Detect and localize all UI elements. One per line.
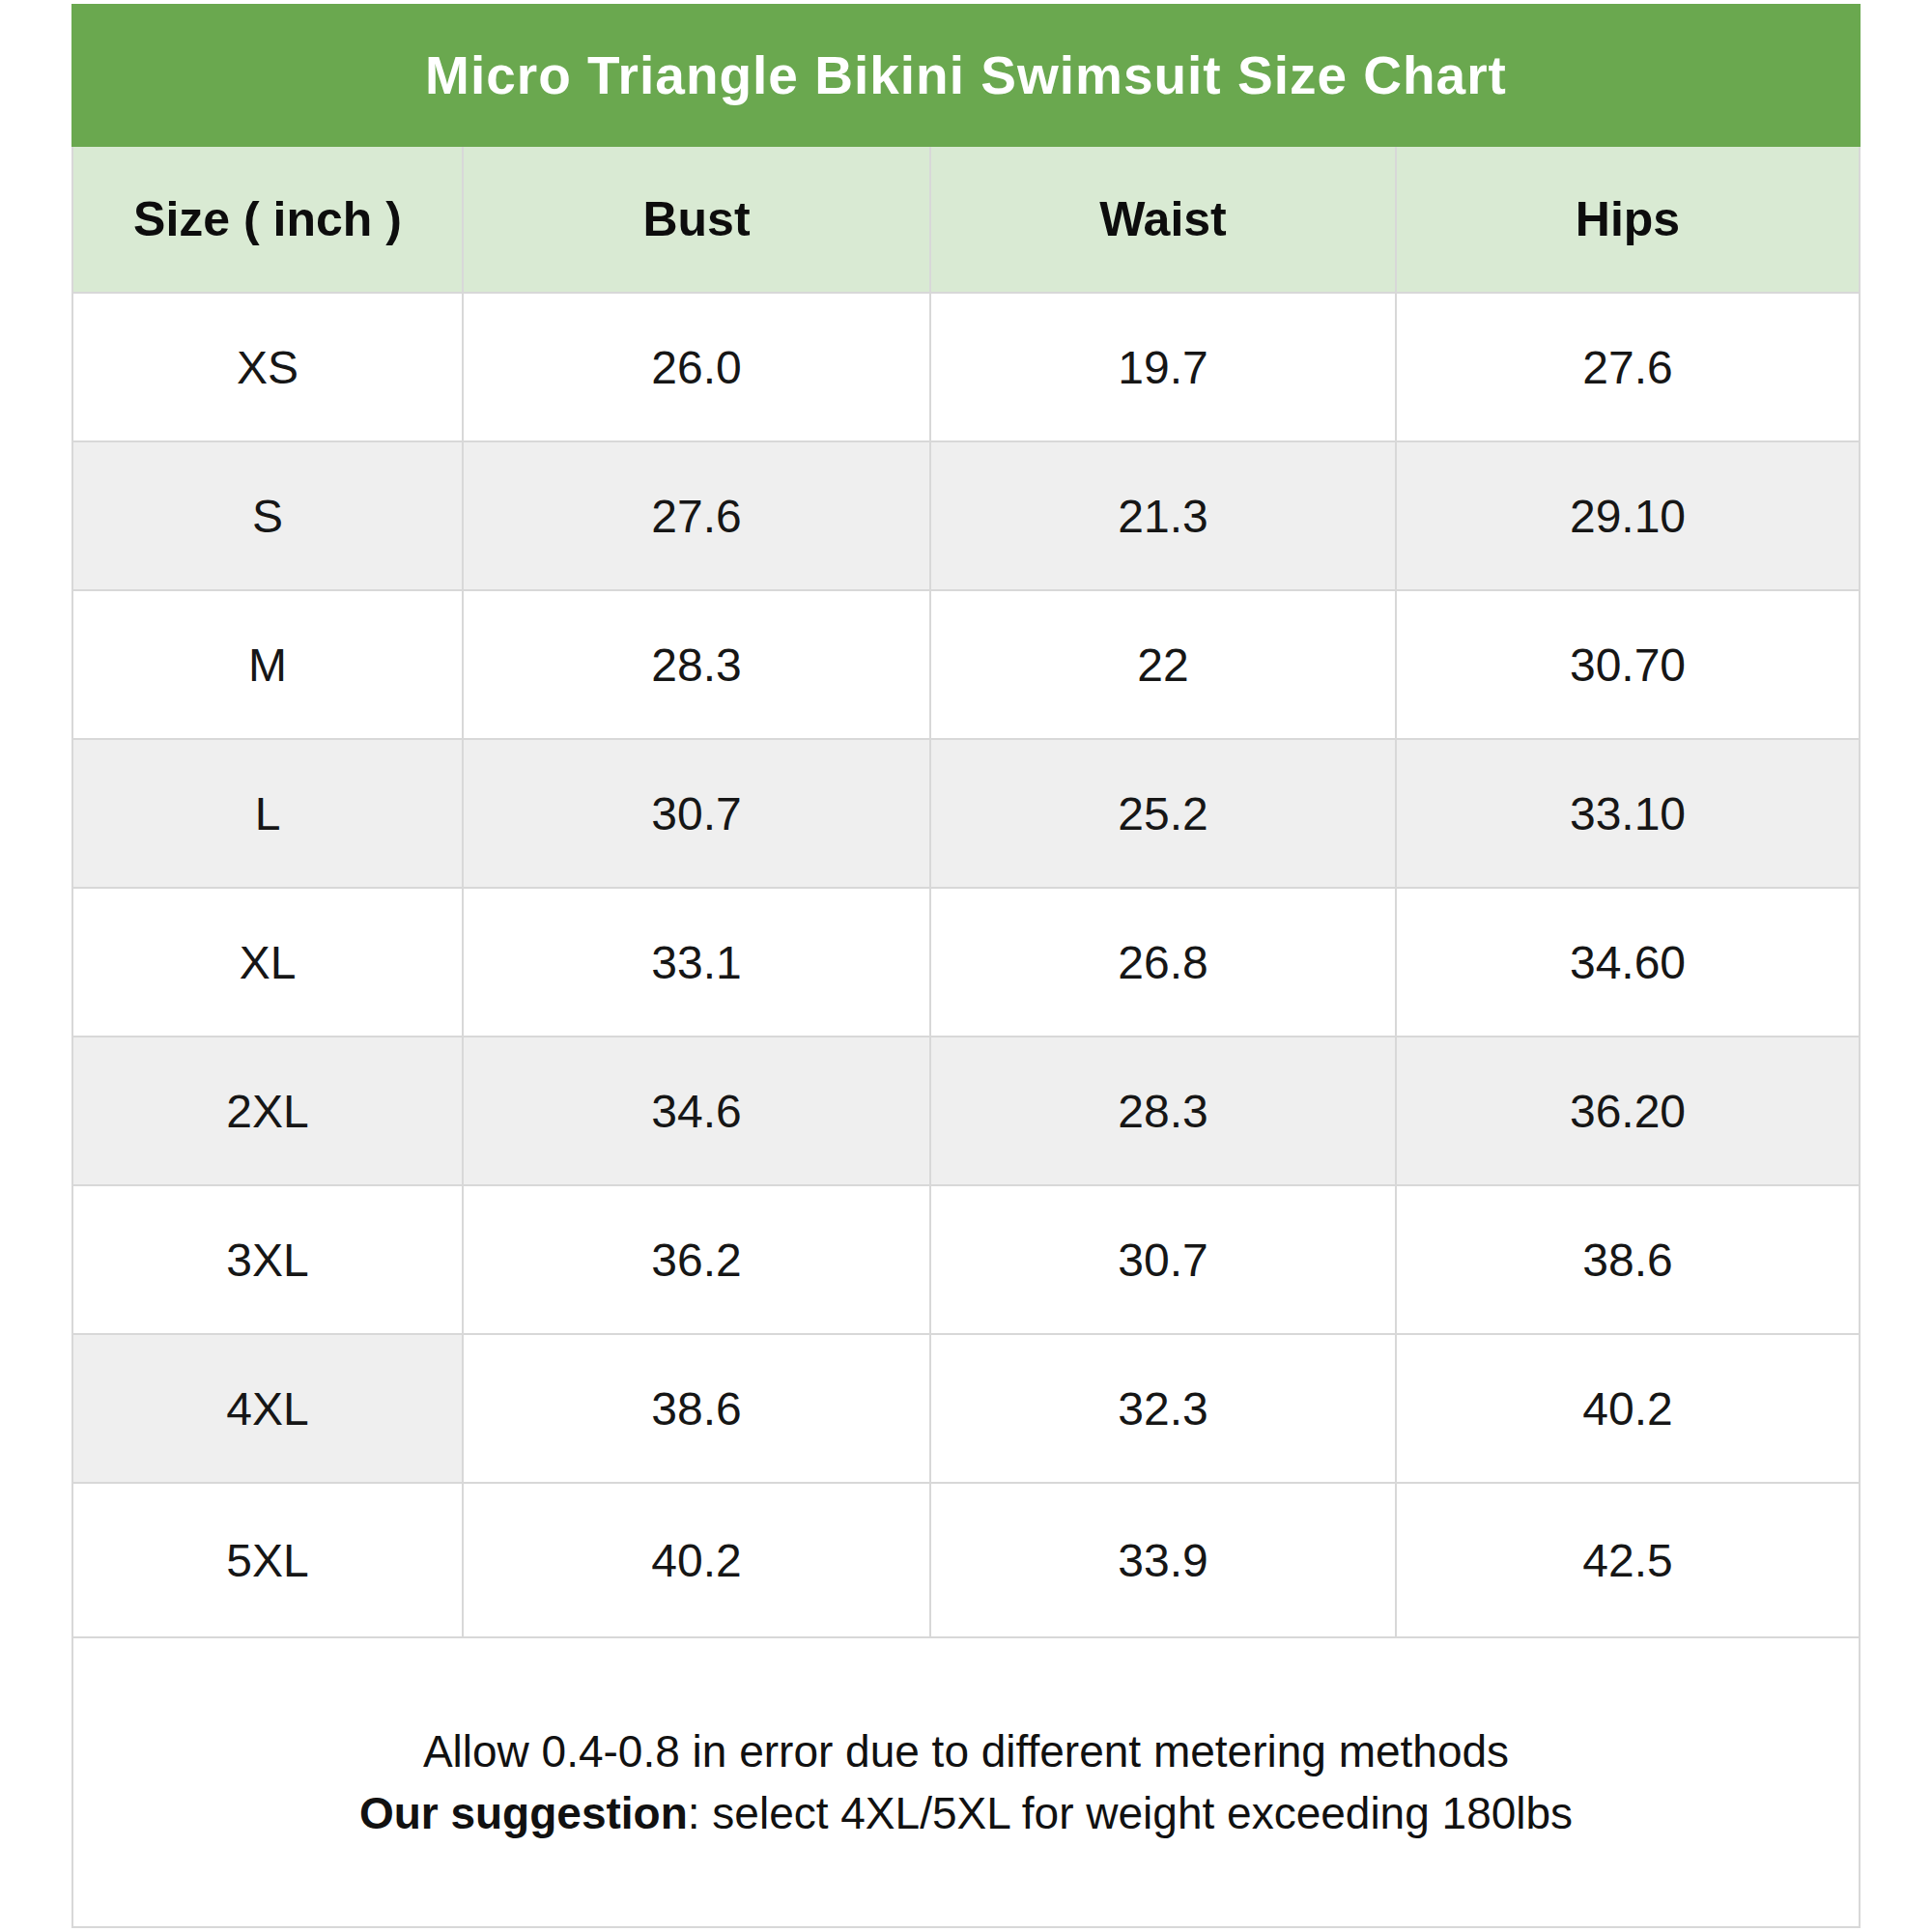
- size-cell: 4XL: [71, 1335, 464, 1484]
- bust-cell: 34.6: [464, 1037, 931, 1186]
- size-cell: S: [71, 442, 464, 591]
- bust-cell: 26.0: [464, 294, 931, 442]
- table-row-s: S 27.6 21.3 29.10: [71, 442, 1861, 591]
- table-row-xs: XS 26.0 19.7 27.6: [71, 294, 1861, 442]
- footer-note: Allow 0.4-0.8 in error due to different …: [71, 1638, 1861, 1928]
- waist-cell: 19.7: [931, 294, 1397, 442]
- table-row-l: L 30.7 25.2 33.10: [71, 740, 1861, 889]
- size-chart-table: Micro Triangle Bikini Swimsuit Size Char…: [71, 4, 1861, 1928]
- hips-cell: 29.10: [1397, 442, 1861, 591]
- bust-cell: 28.3: [464, 591, 931, 740]
- size-cell: 3XL: [71, 1186, 464, 1335]
- waist-cell: 25.2: [931, 740, 1397, 889]
- waist-cell: 22: [931, 591, 1397, 740]
- column-header-waist: Waist: [931, 147, 1397, 294]
- size-cell: 2XL: [71, 1037, 464, 1186]
- footer-suggestion-text: : select 4XL/5XL for weight exceeding 18…: [688, 1788, 1573, 1838]
- column-header-bust: Bust: [464, 147, 931, 294]
- table-row-5xl: 5XL 40.2 33.9 42.5: [71, 1484, 1861, 1638]
- size-cell: M: [71, 591, 464, 740]
- hips-cell: 30.70: [1397, 591, 1861, 740]
- bust-cell: 27.6: [464, 442, 931, 591]
- chart-title: Micro Triangle Bikini Swimsuit Size Char…: [425, 44, 1507, 106]
- footer-line-2: Our suggestion: select 4XL/5XL for weigh…: [359, 1782, 1573, 1844]
- bust-cell: 30.7: [464, 740, 931, 889]
- hips-cell: 38.6: [1397, 1186, 1861, 1335]
- table-row-m: M 28.3 22 30.70: [71, 591, 1861, 740]
- bust-cell: 40.2: [464, 1484, 931, 1638]
- waist-cell: 32.3: [931, 1335, 1397, 1484]
- bust-cell: 38.6: [464, 1335, 931, 1484]
- hips-cell: 42.5: [1397, 1484, 1861, 1638]
- column-header-hips: Hips: [1397, 147, 1861, 294]
- hips-cell: 34.60: [1397, 889, 1861, 1037]
- hips-cell: 27.6: [1397, 294, 1861, 442]
- footer-line-1: Allow 0.4-0.8 in error due to different …: [423, 1720, 1509, 1782]
- table-row-3xl: 3XL 36.2 30.7 38.6: [71, 1186, 1861, 1335]
- size-cell: L: [71, 740, 464, 889]
- chart-title-bar: Micro Triangle Bikini Swimsuit Size Char…: [71, 4, 1861, 147]
- footer-suggestion-label: Our suggestion: [359, 1788, 688, 1838]
- table-row-2xl: 2XL 34.6 28.3 36.20: [71, 1037, 1861, 1186]
- bust-cell: 36.2: [464, 1186, 931, 1335]
- bust-cell: 33.1: [464, 889, 931, 1037]
- waist-cell: 30.7: [931, 1186, 1397, 1335]
- waist-cell: 21.3: [931, 442, 1397, 591]
- hips-cell: 33.10: [1397, 740, 1861, 889]
- size-cell: 5XL: [71, 1484, 464, 1638]
- waist-cell: 28.3: [931, 1037, 1397, 1186]
- table-row-4xl: 4XL 38.6 32.3 40.2: [71, 1335, 1861, 1484]
- size-cell: XL: [71, 889, 464, 1037]
- hips-cell: 36.20: [1397, 1037, 1861, 1186]
- hips-cell: 40.2: [1397, 1335, 1861, 1484]
- waist-cell: 33.9: [931, 1484, 1397, 1638]
- column-header-size: Size ( inch ): [71, 147, 464, 294]
- header-row: Size ( inch ) Bust Waist Hips: [71, 147, 1861, 294]
- table-row-xl: XL 33.1 26.8 34.60: [71, 889, 1861, 1037]
- size-cell: XS: [71, 294, 464, 442]
- waist-cell: 26.8: [931, 889, 1397, 1037]
